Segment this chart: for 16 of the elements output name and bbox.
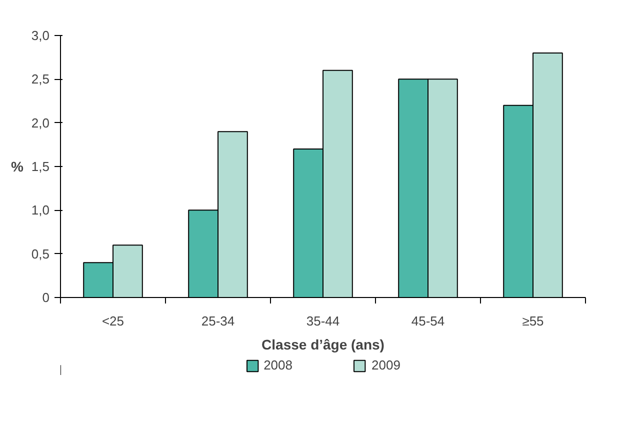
x-tick-label: 45-54 bbox=[411, 314, 445, 328]
y-tick-label: 1,0 bbox=[31, 202, 50, 218]
x-tick-label: 25-34 bbox=[201, 314, 235, 328]
x-tick-label: 35-44 bbox=[306, 314, 340, 328]
y-tick-label: 2,0 bbox=[31, 115, 50, 130]
y-axis-title: % bbox=[10, 158, 24, 174]
y-tick-label: 3,0 bbox=[31, 28, 50, 43]
x-tick-label: ≥55 bbox=[522, 314, 544, 328]
legend-label: 2009 bbox=[372, 358, 400, 372]
x-axis-title: Classe d’âge (ans) bbox=[262, 336, 384, 352]
y-tick-label: 0 bbox=[42, 290, 50, 305]
y-tick-label: 1,5 bbox=[31, 159, 50, 174]
y-tick-label: 0,5 bbox=[31, 246, 50, 262]
legend-label: 2008 bbox=[264, 358, 292, 372]
x-tick-label: <25 bbox=[102, 314, 124, 328]
y-tick-label: 2,5 bbox=[31, 72, 50, 87]
